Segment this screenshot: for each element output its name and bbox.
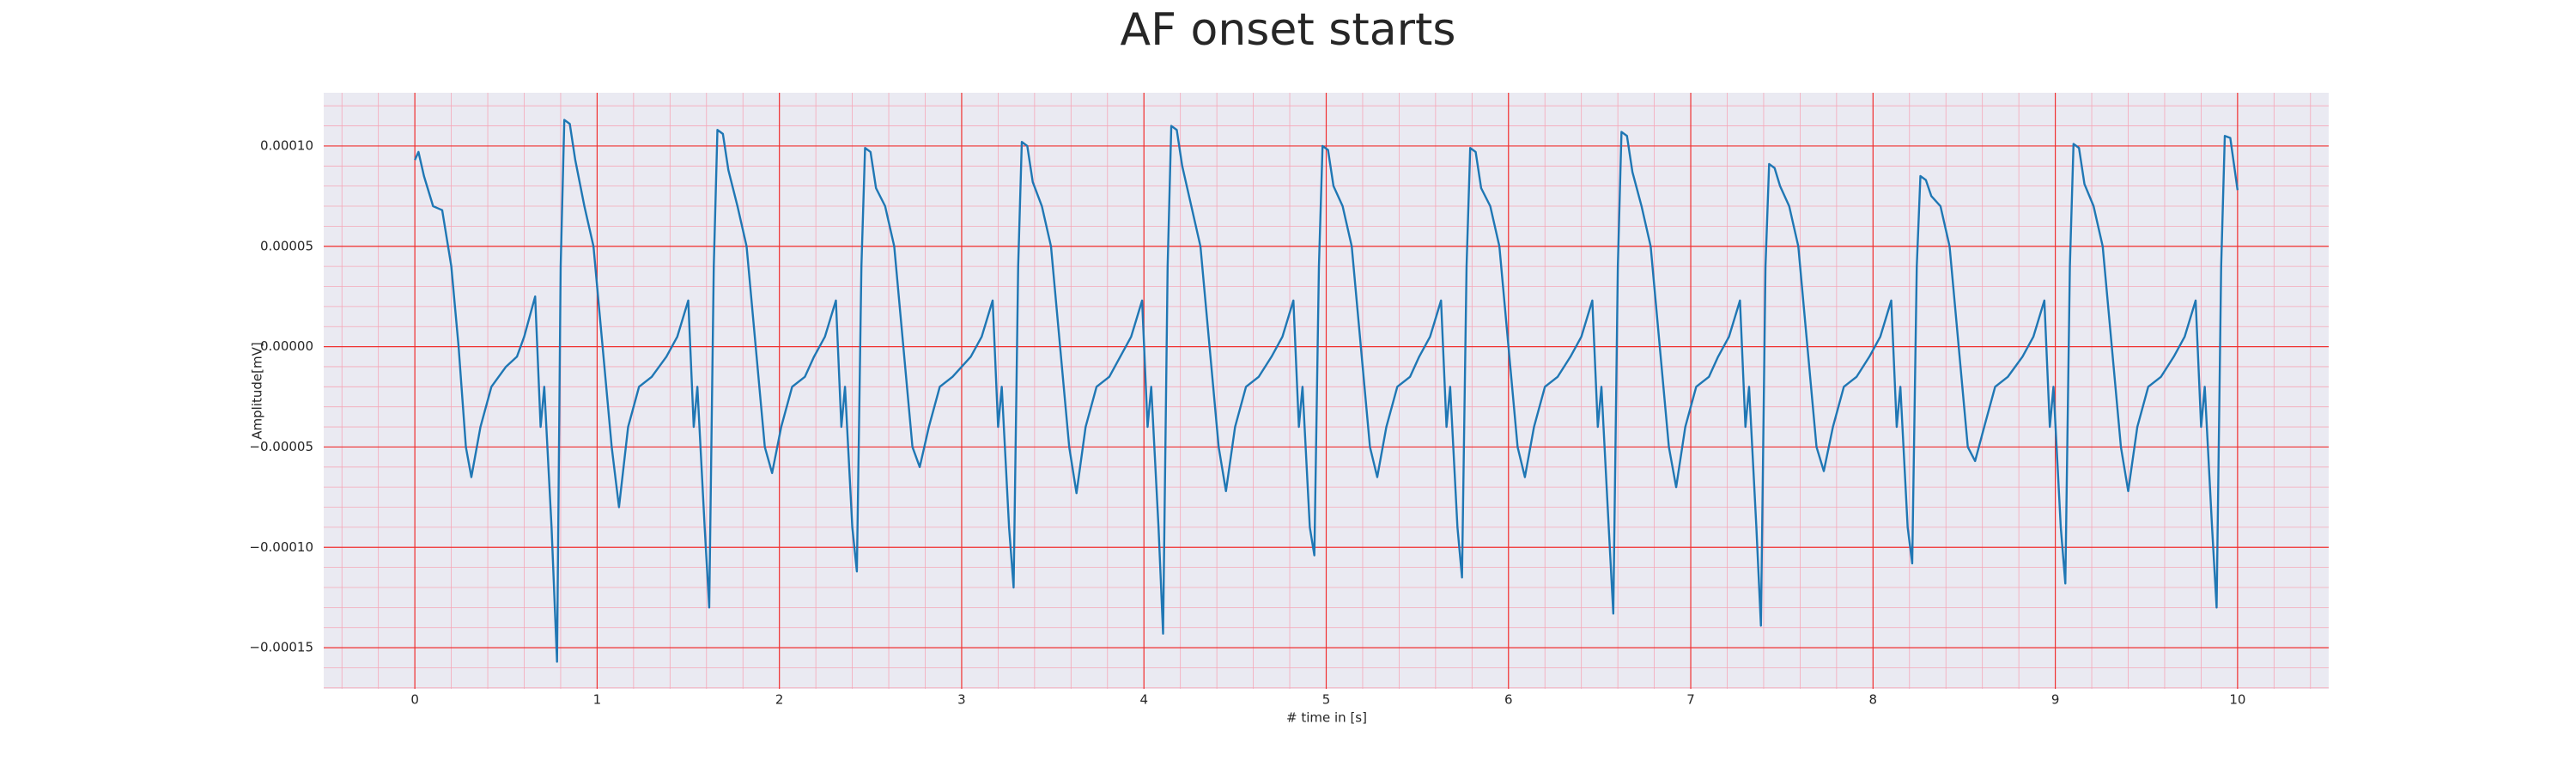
x-tick-label: 10 — [2229, 692, 2245, 708]
x-tick-label: 8 — [1869, 692, 1878, 708]
x-tick-label: 3 — [957, 692, 966, 708]
y-tick-label: −0.00005 — [249, 439, 313, 454]
chart-title: AF onset starts — [1121, 4, 1456, 56]
x-tick-label: 5 — [1322, 692, 1331, 708]
x-tick-label: 2 — [775, 692, 784, 708]
x-tick-label: 4 — [1139, 692, 1148, 708]
y-tick-label: 0.00000 — [260, 338, 313, 354]
x-tick-label: 0 — [410, 692, 419, 708]
x-tick-label: 6 — [1504, 692, 1513, 708]
y-tick-label: −0.00010 — [249, 539, 313, 555]
x-axis-label: # time in [s] — [1286, 710, 1367, 726]
grid — [324, 93, 2329, 689]
y-tick-label: 0.00005 — [260, 238, 313, 253]
y-tick-label: −0.00015 — [249, 640, 313, 655]
x-tick-label: 9 — [2051, 692, 2060, 708]
x-tick-label: 7 — [1686, 692, 1695, 708]
x-tick-label: 1 — [593, 692, 602, 708]
marks — [414, 119, 2239, 663]
y-tick-label: 0.00010 — [260, 137, 313, 153]
y-axis-label: Amplitude[mV] — [250, 342, 265, 439]
line-series — [414, 119, 2239, 663]
